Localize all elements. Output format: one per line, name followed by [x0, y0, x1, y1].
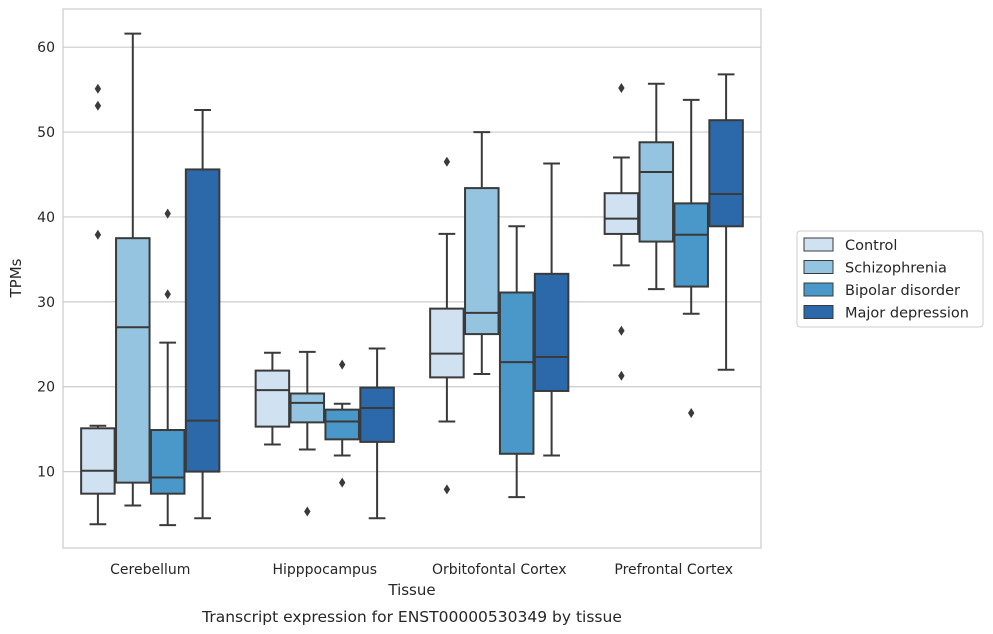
outlier-marker: [618, 325, 625, 336]
outlier-marker: [94, 100, 102, 111]
boxes: [80, 32, 744, 527]
box-group: [115, 32, 151, 507]
box-group: [498, 225, 535, 499]
legend-label: Major depression: [845, 306, 969, 322]
box-group: [359, 347, 395, 520]
legend: Control Schizophrenia Bipolar disorder Majo…: [796, 230, 984, 328]
box: [533, 272, 570, 392]
y-axis-label: TPMs: [7, 258, 25, 298]
box: [673, 202, 709, 288]
y-tick-label: 30: [37, 295, 55, 311]
box-group: [289, 350, 326, 517]
box: [708, 119, 744, 228]
x-axis-ticks: Cerebellum Hipppocampus Orbitofontal Corte…: [110, 562, 733, 578]
box-group: [324, 359, 360, 488]
box: [603, 192, 640, 235]
box: [498, 291, 535, 455]
outlier-marker: [94, 229, 102, 240]
box-group: [464, 131, 500, 375]
x-axis-label: Tissue: [387, 581, 435, 599]
box: [289, 392, 326, 424]
outlier-marker: [164, 208, 171, 219]
outlier-marker: [339, 359, 346, 370]
outlier-marker: [618, 82, 625, 93]
legend-label: Schizophrenia: [845, 261, 947, 277]
box: [638, 141, 675, 243]
box-group: [184, 109, 221, 520]
legend-swatch: [803, 237, 834, 252]
y-tick-label: 10: [37, 465, 55, 481]
y-axis-ticks: 10 20 30 40 50 60: [37, 40, 55, 480]
box-group: [533, 162, 570, 457]
legend-label: Bipolar disorder: [845, 283, 960, 299]
legend-label: Control: [845, 238, 897, 254]
box-group: [149, 208, 186, 527]
box: [254, 369, 291, 428]
outlier-marker: [443, 156, 451, 167]
box-group: [80, 83, 116, 526]
box: [80, 427, 116, 495]
x-tick-label: Cerebellum: [110, 562, 190, 578]
outlier-marker: [94, 83, 102, 94]
box-group: [429, 156, 465, 495]
box: [324, 408, 360, 441]
outlier-marker: [339, 477, 346, 488]
legend-swatch: [803, 260, 834, 274]
box-group: [673, 98, 709, 419]
box: [359, 386, 395, 443]
legend-frame: [796, 230, 984, 328]
box-group: [708, 73, 744, 371]
box-group: [603, 82, 640, 381]
x-tick-label: Orbitofontal Cortex: [432, 562, 567, 578]
y-tick-label: 60: [37, 40, 55, 56]
y-tick-label: 50: [37, 125, 55, 141]
outlier-marker: [618, 370, 625, 381]
outlier-marker: [164, 289, 171, 300]
x-tick-label: Hipppocampus: [272, 562, 377, 578]
outlier-marker: [688, 408, 695, 419]
box: [149, 429, 186, 495]
y-tick-label: 20: [37, 380, 55, 396]
x-tick-label: Prefrontal Cortex: [614, 562, 733, 578]
legend-swatch: [803, 305, 834, 319]
outlier-marker: [443, 484, 451, 495]
box: [184, 168, 221, 473]
outlier-marker: [304, 506, 311, 517]
box: [429, 307, 465, 379]
legend-swatch: [803, 282, 834, 297]
box-group: [254, 351, 291, 446]
box: [464, 187, 500, 336]
chart-caption: Transcript expression for ENST0000053034…: [201, 608, 622, 626]
box-group: [638, 82, 675, 291]
box: [115, 237, 151, 484]
y-tick-label: 40: [37, 210, 55, 226]
